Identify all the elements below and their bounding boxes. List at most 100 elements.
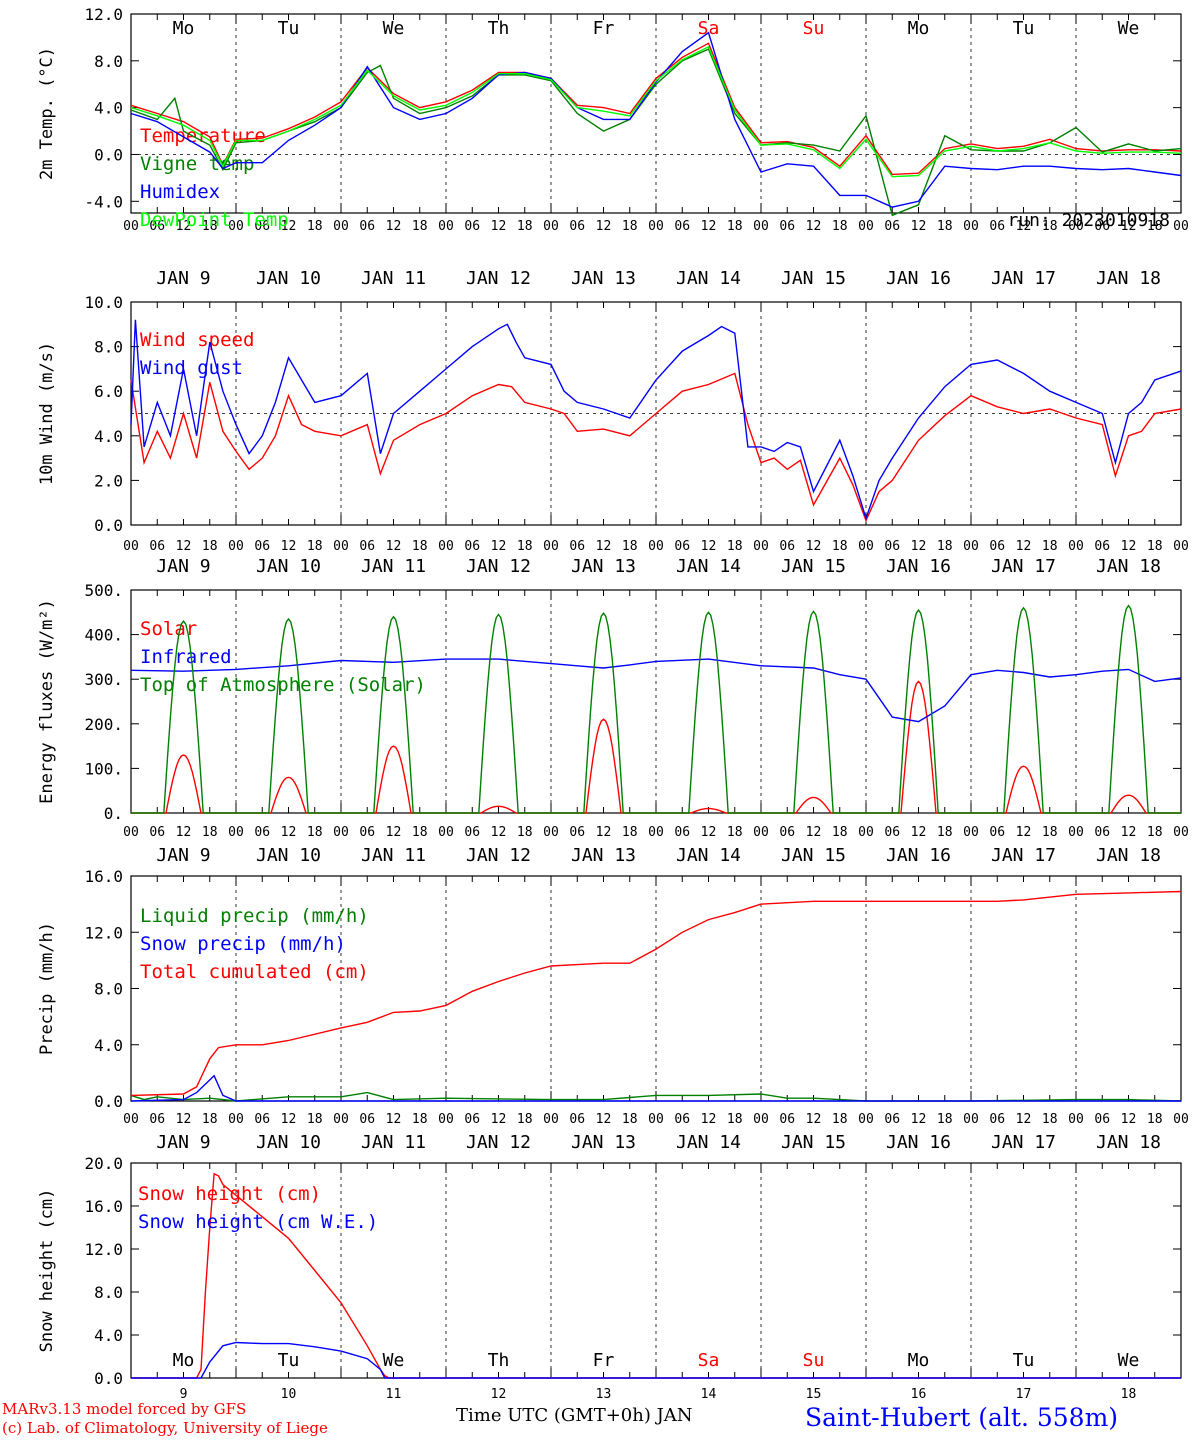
y-tick-label: 12.0 bbox=[84, 923, 123, 942]
hour-tick-label: 06 bbox=[989, 1112, 1005, 1127]
date-label: JAN 9 bbox=[156, 1132, 210, 1153]
hour-tick-label: 12 bbox=[386, 539, 402, 554]
hour-tick-label: 18 bbox=[307, 1112, 323, 1127]
hour-tick-label: 00 bbox=[438, 219, 454, 234]
hour-tick-label: 06 bbox=[989, 539, 1005, 554]
panel-1: 00 06 12 18 00 06 12 18 00 06 12 18 00 06 12 18 00 06 12 18… bbox=[37, 5, 1189, 289]
hour-tick-label: 18 bbox=[202, 539, 218, 554]
hour-tick-label: 18 bbox=[412, 539, 428, 554]
y-tick-label: 100. bbox=[84, 759, 123, 778]
y-tick-label: 20.0 bbox=[84, 1154, 123, 1173]
panel-3: 00 06 12 18 00 06 12 18 00 06 12 18 00 06 12 18 00 06 12 18… bbox=[37, 581, 1189, 866]
hour-tick-label: 12 bbox=[1121, 1112, 1137, 1127]
legend-entry: Wind speed bbox=[140, 329, 254, 351]
hour-tick-label: 12 bbox=[911, 539, 927, 554]
hour-tick-label: 06 bbox=[569, 1112, 585, 1127]
hour-tick-label: 06 bbox=[674, 219, 690, 234]
legend-entry: Snow height (cm) bbox=[138, 1183, 321, 1205]
hour-tick-label: 18 bbox=[1042, 825, 1058, 840]
hour-tick-label: 18 bbox=[202, 219, 218, 234]
hour-tick-label: 12 bbox=[176, 219, 192, 234]
day-number: 14 bbox=[701, 1387, 717, 1402]
series-line-temperature bbox=[130, 42, 1182, 176]
hour-tick-label: 12 bbox=[1016, 1112, 1032, 1127]
date-label: JAN 18 bbox=[1096, 1132, 1161, 1153]
hour-tick-label: 06 bbox=[149, 825, 165, 840]
series-line-snow-height-cm-w-e- bbox=[131, 1341, 1181, 1379]
y-axis-label: 10m Wind (m/s) bbox=[37, 342, 57, 485]
hour-tick-label: 18 bbox=[307, 539, 323, 554]
hour-tick-label: 18 bbox=[937, 539, 953, 554]
hour-tick-label: 00 bbox=[963, 219, 979, 234]
date-label: JAN 16 bbox=[886, 845, 951, 866]
hour-tick-label: 12 bbox=[806, 539, 822, 554]
hour-tick-label: 06 bbox=[779, 219, 795, 234]
hour-tick-label: 18 bbox=[727, 219, 743, 234]
hour-tick-label: 06 bbox=[989, 825, 1005, 840]
hour-tick-label: 06 bbox=[1094, 825, 1110, 840]
hour-tick-label: 06 bbox=[779, 1112, 795, 1127]
date-label: JAN 13 bbox=[571, 1132, 636, 1153]
hour-tick-label: 06 bbox=[674, 1112, 690, 1127]
hour-tick-label: 06 bbox=[1094, 539, 1110, 554]
hour-tick-label: 00 bbox=[333, 1112, 349, 1127]
hour-tick-label: 12 bbox=[176, 1112, 192, 1127]
y-tick-label: 4.0 bbox=[94, 1326, 123, 1345]
y-tick-label: 4.0 bbox=[94, 427, 123, 446]
hour-tick-label: 18 bbox=[307, 219, 323, 234]
hour-tick-label: 00 bbox=[1173, 825, 1189, 840]
day-name: Tu bbox=[1013, 1350, 1035, 1371]
hour-tick-label: 06 bbox=[1094, 219, 1110, 234]
y-tick-label: 4.0 bbox=[94, 99, 123, 118]
hour-tick-label: 18 bbox=[622, 539, 638, 554]
day-name: Mo bbox=[908, 18, 930, 39]
hour-tick-label: 12 bbox=[281, 219, 297, 234]
hour-tick-label: 12 bbox=[806, 825, 822, 840]
hour-tick-label: 12 bbox=[596, 1112, 612, 1127]
legend-entry: DewPoint Temp bbox=[140, 209, 289, 231]
hour-tick-label: 00 bbox=[648, 1112, 664, 1127]
hour-tick-label: 00 bbox=[1068, 825, 1084, 840]
hour-tick-label: 06 bbox=[149, 539, 165, 554]
y-tick-label: 12.0 bbox=[84, 5, 123, 24]
date-label: JAN 17 bbox=[991, 845, 1056, 866]
date-label: JAN 16 bbox=[886, 1132, 951, 1153]
day-number: 16 bbox=[911, 1387, 927, 1402]
hour-tick-label: 00 bbox=[963, 539, 979, 554]
y-axis-label: 2m Temp. (°C) bbox=[37, 47, 57, 180]
hour-tick-label: 12 bbox=[281, 825, 297, 840]
hour-tick-label: 06 bbox=[464, 1112, 480, 1127]
date-label: JAN 17 bbox=[991, 556, 1056, 577]
date-label: JAN 15 bbox=[781, 845, 846, 866]
y-tick-label: 4.0 bbox=[94, 1036, 123, 1055]
hour-tick-label: 00 bbox=[123, 1112, 139, 1127]
date-label: JAN 16 bbox=[886, 268, 951, 289]
series-line-humidex bbox=[130, 31, 1182, 208]
y-tick-label: 0.0 bbox=[94, 1369, 123, 1388]
hour-tick-label: 06 bbox=[569, 539, 585, 554]
hour-tick-label: 18 bbox=[622, 219, 638, 234]
hour-tick-label: 18 bbox=[727, 539, 743, 554]
y-tick-label: 8.0 bbox=[94, 980, 123, 999]
legend-entry: Humidex bbox=[140, 181, 220, 203]
y-tick-label: 0.0 bbox=[94, 145, 123, 164]
hour-tick-label: 12 bbox=[911, 1112, 927, 1127]
hour-tick-label: 18 bbox=[727, 1112, 743, 1127]
day-name: Fr bbox=[593, 18, 615, 39]
series-line-top-of-atmosphere-solar- bbox=[131, 604, 1181, 814]
hour-tick-label: 12 bbox=[1016, 825, 1032, 840]
date-label: JAN 14 bbox=[676, 1132, 741, 1153]
panel-4: 00 06 12 18 00 06 12 18 00 06 12 18 00 06 12 18 00 06 12 18… bbox=[37, 867, 1189, 1153]
hour-tick-label: 12 bbox=[806, 1112, 822, 1127]
date-label: JAN 12 bbox=[466, 845, 531, 866]
model-credit: MARv3.13 model forced by GFS bbox=[2, 1400, 247, 1418]
hour-tick-label: 18 bbox=[937, 825, 953, 840]
hour-tick-label: 00 bbox=[123, 539, 139, 554]
hour-tick-label: 00 bbox=[333, 825, 349, 840]
hour-tick-label: 12 bbox=[596, 539, 612, 554]
hour-tick-label: 00 bbox=[123, 219, 139, 234]
day-number: 17 bbox=[1016, 1387, 1032, 1402]
day-name: Su bbox=[803, 18, 825, 39]
hour-tick-label: 00 bbox=[1068, 219, 1084, 234]
date-label: JAN 9 bbox=[156, 556, 210, 577]
